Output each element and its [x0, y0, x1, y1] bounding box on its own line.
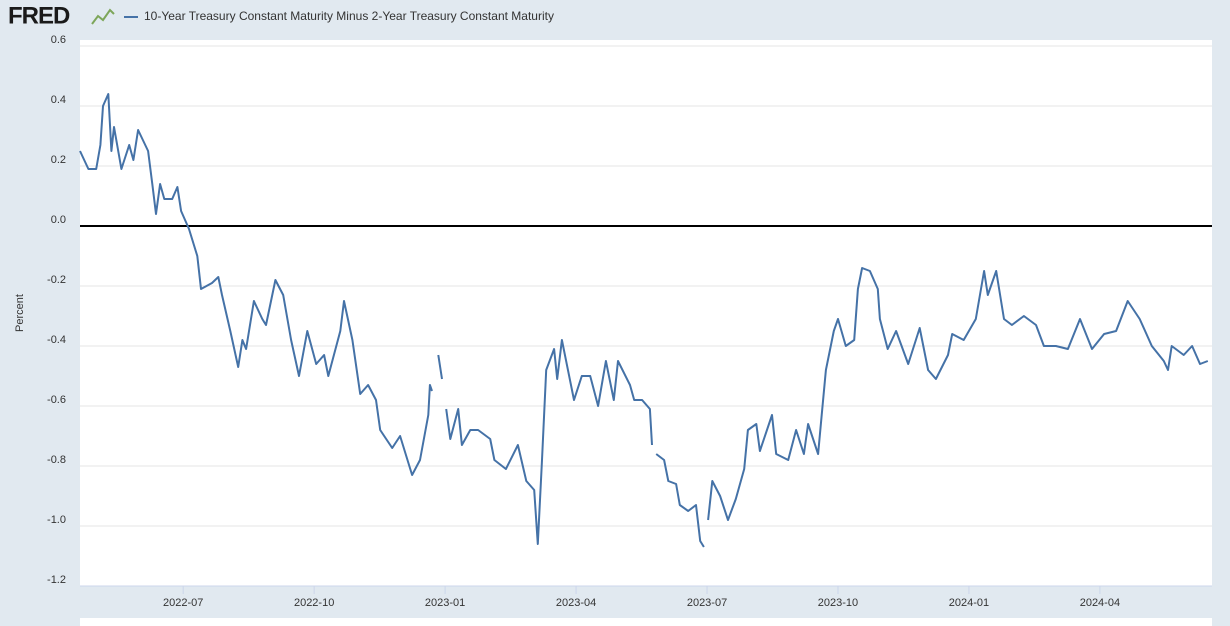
y-tick-label: 0.4: [51, 94, 66, 106]
y-axis-label: Percent: [14, 294, 26, 332]
y-tick-label: -1.2: [47, 574, 66, 586]
x-tick-label: 2024-01: [949, 597, 989, 609]
y-tick-label: -1.0: [47, 514, 66, 526]
plot-area: [80, 40, 1212, 586]
logo: FRED: [8, 2, 70, 29]
x-tick-label: 2022-07: [163, 597, 203, 609]
y-tick-label: -0.2: [47, 274, 66, 286]
y-tick-label: 0.0: [51, 214, 66, 226]
x-tick-label: 2023-10: [818, 597, 858, 609]
y-tick-label: -0.8: [47, 454, 66, 466]
legend: 10-Year Treasury Constant Maturity Minus…: [124, 9, 554, 23]
x-tick-label: 2024-04: [1080, 597, 1120, 609]
y-tick-label: -0.4: [47, 334, 66, 346]
y-tick-label: 0.6: [51, 34, 66, 46]
x-tick-label: 2022-10: [294, 597, 334, 609]
y-tick-label: 0.2: [51, 154, 66, 166]
series-line: [79, 93, 1209, 548]
x-tick-label: 2023-01: [425, 597, 465, 609]
x-tick-label: 2023-07: [687, 597, 727, 609]
x-tick-label: 2023-04: [556, 597, 596, 609]
navigator: [80, 618, 1212, 626]
legend-label: 10-Year Treasury Constant Maturity Minus…: [144, 9, 554, 23]
y-tick-label: -0.6: [47, 394, 66, 406]
logo-icon: [91, 8, 115, 25]
